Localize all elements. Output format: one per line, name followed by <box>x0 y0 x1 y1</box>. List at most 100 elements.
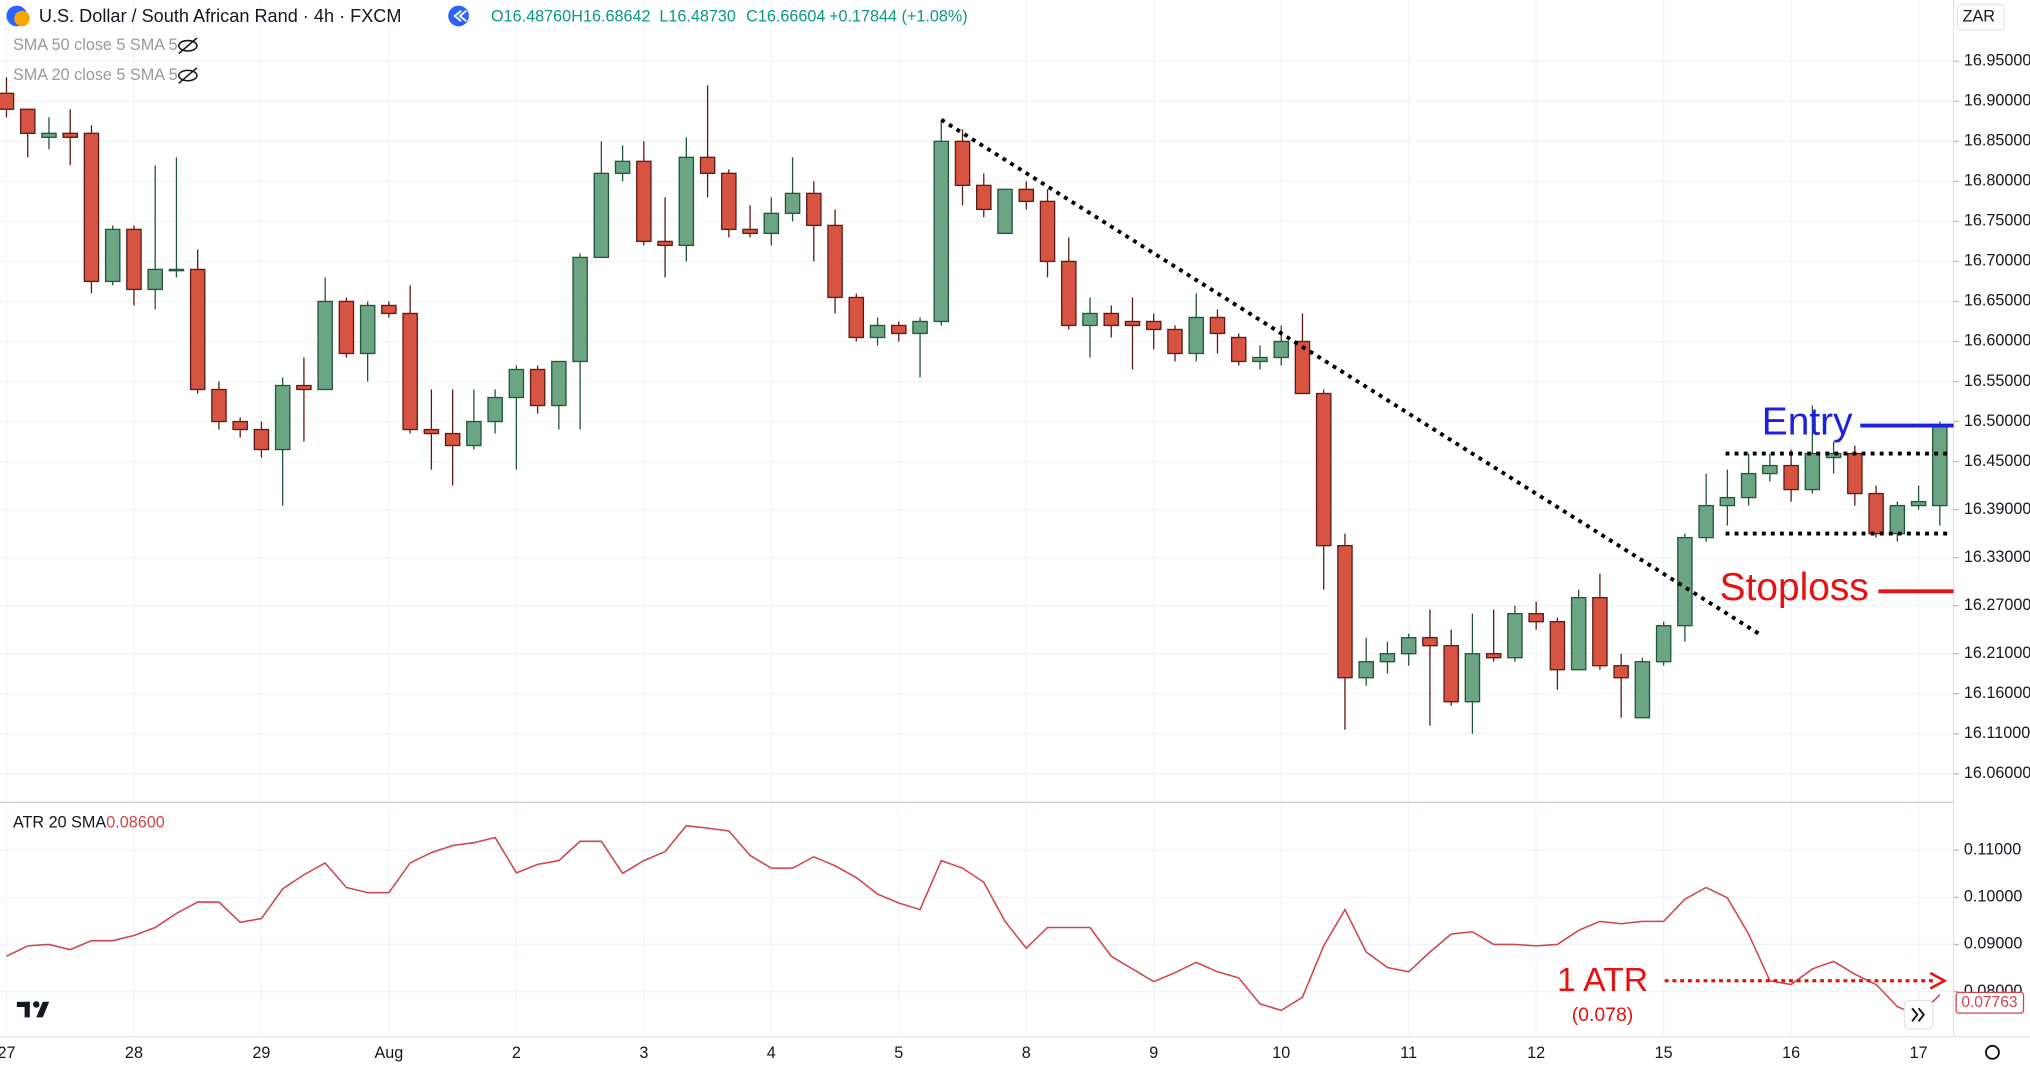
grid-layer <box>0 0 1959 1037</box>
candle-body <box>954 140 971 187</box>
currency-label[interactable]: ZAR <box>1963 8 1995 26</box>
last-value-box <box>1955 991 2025 1014</box>
candle-body <box>1145 320 1162 331</box>
candle-body <box>1443 645 1459 703</box>
y-tick-label: 16.33000 <box>1964 548 2030 566</box>
x-tick-label: 10 <box>1272 1044 1290 1062</box>
candle-body <box>147 268 163 291</box>
candle-body <box>1294 340 1311 395</box>
candle-body <box>891 324 907 335</box>
candle-body <box>1783 464 1799 491</box>
ohlc-high: H16.68642 <box>571 8 650 26</box>
candle-body <box>1889 504 1906 535</box>
indicator-line <box>6 824 1941 1017</box>
candle-body <box>1060 260 1077 327</box>
candle-body <box>296 384 312 391</box>
candle-body <box>827 224 843 299</box>
candle-body <box>1507 613 1523 659</box>
scroll-button[interactable] <box>1903 999 1934 1030</box>
trendline <box>940 118 1763 637</box>
candle-body <box>423 428 440 435</box>
candle-body <box>402 312 418 431</box>
x-tick-label: 5 <box>894 1044 903 1062</box>
candle-body <box>1825 452 1842 459</box>
candle-body <box>487 396 503 423</box>
candle-body <box>274 384 291 451</box>
candle-body <box>1485 653 1502 659</box>
candle-body <box>572 256 588 363</box>
candle-body <box>742 228 758 235</box>
x-tick-label: 11 <box>1400 1044 1417 1062</box>
candle-body <box>1740 472 1757 499</box>
ohlc-open: O16.48760 <box>491 8 571 26</box>
candle-body <box>997 188 1013 235</box>
candle-body <box>678 156 695 247</box>
candle-body <box>1082 312 1098 327</box>
candle-body <box>126 228 142 291</box>
candle-body <box>1018 188 1035 203</box>
candle-body <box>1910 500 1927 507</box>
candle-body <box>869 324 886 339</box>
candle-body <box>232 420 248 431</box>
ohlc-low: L16.48730 <box>659 8 736 26</box>
atr-sublabel: (0.078) <box>1572 1004 1634 1026</box>
candle-body <box>1337 544 1353 679</box>
symbol-title[interactable]: U.S. Dollar / South African Rand · 4h · … <box>39 6 402 26</box>
candle-body <box>1167 328 1183 355</box>
candle-body <box>1549 621 1566 671</box>
indicator-label[interactable]: SMA 20 close 5 SMA 5 <box>13 66 178 84</box>
y-tick-label: 16.80000 <box>1964 172 2030 190</box>
candle-body <box>19 108 36 134</box>
atr-label: 1 ATR <box>1557 962 1648 999</box>
candle-body <box>1932 424 1948 507</box>
y-tick-label: 16.70000 <box>1964 252 2030 270</box>
annotation-label: Entry <box>1762 401 1853 444</box>
marks <box>0 77 1954 1017</box>
candle-body <box>1103 312 1120 327</box>
candle-body <box>83 132 100 283</box>
x-tick-label: 29 <box>252 1044 270 1062</box>
indicator-label[interactable]: SMA 50 close 5 SMA 5 <box>13 36 178 54</box>
replay-icon <box>453 10 467 22</box>
candle-body <box>699 156 716 174</box>
candle-body <box>1273 340 1289 359</box>
annotation-label: Stoploss <box>1720 566 1869 609</box>
candle-body <box>529 368 546 407</box>
candle-body <box>444 432 461 447</box>
candle-body <box>1252 356 1268 363</box>
candle-body <box>189 268 206 391</box>
y-tick-label: 16.16000 <box>1964 684 2030 702</box>
candle-body <box>1315 392 1332 547</box>
candle-body <box>1698 504 1714 539</box>
logo <box>16 1001 50 1018</box>
candle-body <box>636 160 652 243</box>
candle-body <box>1804 452 1821 491</box>
x-tick-label: 15 <box>1655 1044 1673 1062</box>
y-tick-label: 16.39000 <box>1964 500 2030 518</box>
y-tick-label: 0.11000 <box>1964 841 2021 859</box>
candle-body <box>466 420 482 447</box>
x-tick-label: 28 <box>125 1044 143 1062</box>
ohlc-close: C16.66604 <box>746 8 825 26</box>
candle-body <box>1868 492 1884 535</box>
candle-body <box>614 160 631 174</box>
candle-body <box>721 172 737 231</box>
candle-body <box>1655 625 1672 663</box>
candle-body <box>806 192 822 227</box>
candle-body <box>1762 464 1778 475</box>
x-tick-label: 3 <box>639 1044 648 1062</box>
currency-box[interactable] <box>1956 3 2005 31</box>
y-tick-label: 16.50000 <box>1964 412 2030 430</box>
y-tick-label: 16.85000 <box>1964 132 2030 150</box>
hidden-icon[interactable] <box>177 37 198 84</box>
y-tick-label: 16.45000 <box>1964 452 2030 470</box>
settings-button[interactable] <box>1984 1044 2000 1060</box>
candle-body <box>593 172 610 259</box>
candle-body <box>1847 452 1863 495</box>
candle-body <box>1634 661 1651 719</box>
candle-body <box>1592 597 1608 667</box>
x-tick-label: 8 <box>1022 1044 1031 1062</box>
candle-body <box>1422 637 1438 647</box>
candle-body <box>1039 200 1056 263</box>
